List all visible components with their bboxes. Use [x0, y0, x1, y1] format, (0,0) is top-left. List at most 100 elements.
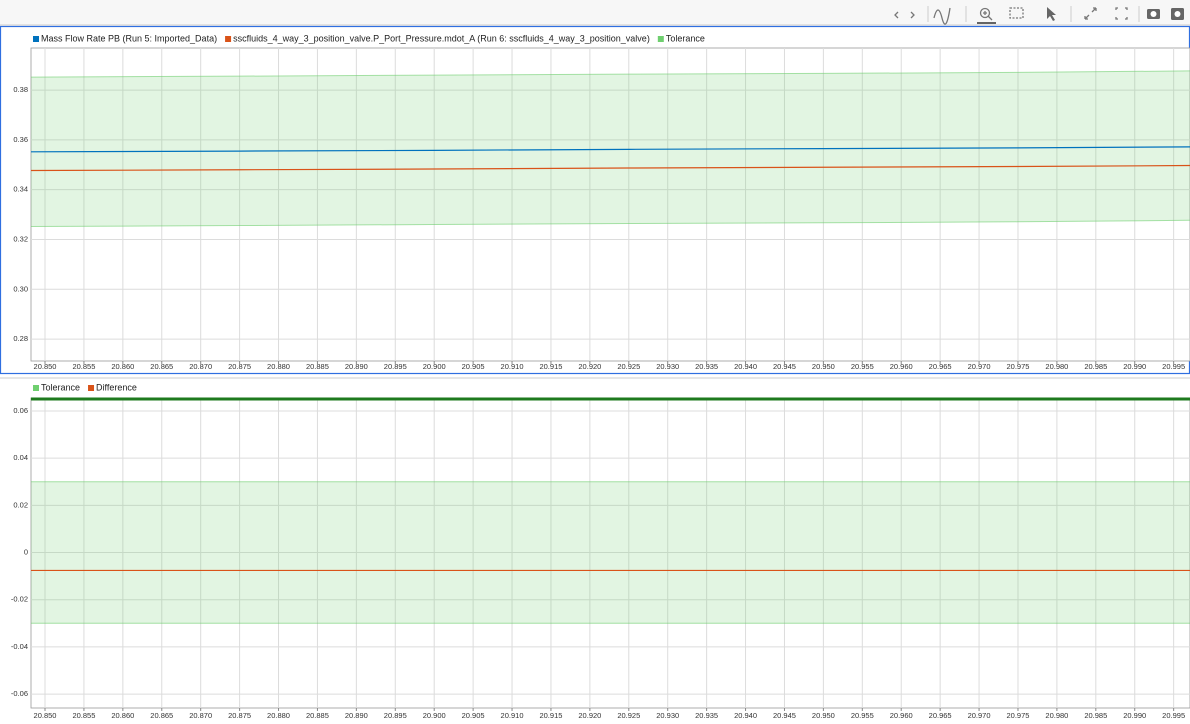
- legend-label: Tolerance: [666, 33, 705, 43]
- charts: 0.28 0.30 0.32 0.34 0.36 0.38 20.850 20.855 20.8…: [11, 33, 1190, 720]
- x-tick-label: 20.945: [773, 362, 796, 371]
- x-tick-label: 20.955: [851, 362, 874, 371]
- x-tick-label: 20.910: [501, 711, 524, 720]
- x-tick-label: 20.930: [656, 362, 679, 371]
- x-tick-label: 20.885: [306, 362, 329, 371]
- x-tick-label: 20.930: [656, 711, 679, 720]
- legend-label: Tolerance: [41, 382, 80, 392]
- x-tick-label: 20.870: [189, 362, 212, 371]
- fit-button[interactable]: [1009, 7, 1024, 19]
- legend-label: Difference: [96, 382, 137, 392]
- x-tick-label: 20.875: [228, 362, 251, 371]
- snapshot-button[interactable]: [1147, 9, 1160, 19]
- tolerance-lower: [30, 219, 1190, 228]
- legend-swatch: [88, 385, 95, 391]
- x-tick-label: 20.865: [150, 362, 173, 371]
- x-tick-label: 20.925: [617, 711, 640, 720]
- x-tick-label: 20.940: [734, 362, 757, 371]
- tolerance-band: [31, 70, 1190, 227]
- series-line: [30, 146, 1190, 153]
- x-tick-label: 20.925: [617, 362, 640, 371]
- x-tick-label: 20.850: [34, 362, 57, 371]
- plot-area: [30, 47, 1190, 362]
- settings-button[interactable]: [1171, 8, 1184, 20]
- x-tick-label: 20.995: [1162, 362, 1185, 371]
- y-tick-label: 0.38: [13, 85, 28, 94]
- expand-button[interactable]: [1084, 7, 1097, 20]
- tolerance-upper: [30, 70, 1190, 78]
- x-tick-label: 20.920: [578, 362, 601, 371]
- tolerance-band: [31, 481, 1190, 624]
- x-tick-label: 20.985: [1084, 711, 1107, 720]
- x-tick-label: 20.980: [1045, 711, 1068, 720]
- plot: -0.06 -0.04 -0.02 0 0.02 0.04 0.06 20.850 20.855…: [11, 382, 1190, 720]
- x-tick-label: 20.870: [189, 711, 212, 720]
- y-tick-label: -0.04: [11, 642, 28, 651]
- x-tick-label: 20.910: [501, 362, 524, 371]
- legend-swatch: [225, 36, 232, 42]
- x-tick-label: 20.915: [539, 711, 562, 720]
- x-tick-label: 20.855: [72, 711, 95, 720]
- legend-swatch: [33, 36, 39, 42]
- x-tick-label: 20.915: [539, 362, 562, 371]
- y-tick-label: 0.02: [13, 500, 28, 509]
- x-tick-label: 20.905: [462, 362, 485, 371]
- x-tick-label: 20.940: [734, 711, 757, 720]
- x-tick-label: 20.990: [1123, 711, 1146, 720]
- x-tick-label: 20.900: [423, 711, 446, 720]
- x-tick-label: 20.905: [462, 711, 485, 720]
- y-tick-label: 0: [24, 548, 28, 557]
- x-tick-label: 20.890: [345, 711, 368, 720]
- x-tick-label: 20.950: [812, 362, 835, 371]
- legend-swatch: [657, 36, 664, 42]
- x-tick-label: 20.935: [695, 711, 718, 720]
- series-line: [30, 164, 1190, 172]
- x-tick-label: 20.955: [851, 711, 874, 720]
- legend-swatch: [33, 385, 39, 391]
- y-tick-label: 0.36: [13, 135, 28, 144]
- zoom-button[interactable]: [977, 7, 996, 24]
- nav-button[interactable]: [894, 11, 915, 19]
- x-tick-label: 20.970: [968, 362, 991, 371]
- x-tick-label: 20.950: [812, 711, 835, 720]
- y-tick-label: -0.06: [11, 689, 28, 698]
- x-tick-label: 20.965: [929, 711, 952, 720]
- x-tick-label: 20.945: [773, 711, 796, 720]
- x-tick-label: 20.965: [929, 362, 952, 371]
- x-tick-label: 20.900: [423, 362, 446, 371]
- legend-label: Mass Flow Rate PB (Run 5: Imported_Data): [41, 33, 217, 43]
- x-tick-label: 20.970: [968, 711, 991, 720]
- y-tick-label: 0.28: [13, 334, 28, 343]
- toolbar-icons: [894, 6, 1184, 25]
- y-tick-label: -0.02: [11, 595, 28, 604]
- x-tick-label: 20.960: [890, 711, 913, 720]
- y-tick-label: 0.30: [13, 284, 28, 293]
- cursor-button[interactable]: [933, 7, 951, 25]
- x-tick-label: 20.855: [72, 362, 95, 371]
- fullscreen-button[interactable]: [1115, 7, 1128, 20]
- x-tick-label: 20.980: [1045, 362, 1068, 371]
- plot: 0.28 0.30 0.32 0.34 0.36 0.38 20.850 20.855 20.8…: [13, 33, 1190, 371]
- legend-label: sscfluids_4_way_3_position_valve.P_Port_…: [233, 33, 650, 43]
- y-tick-label: 0.06: [13, 406, 28, 415]
- y-tick-label: 0.32: [13, 234, 28, 243]
- x-tick-label: 20.850: [34, 711, 57, 720]
- x-tick-label: 20.995: [1162, 711, 1185, 720]
- select-button[interactable]: [1047, 7, 1056, 21]
- x-tick-label: 20.935: [695, 362, 718, 371]
- x-tick-label: 20.860: [111, 362, 134, 371]
- x-tick-label: 20.960: [890, 362, 913, 371]
- toolbar: [0, 0, 1190, 25]
- x-tick-label: 20.880: [267, 362, 290, 371]
- y-tick-label: 0.04: [13, 453, 28, 462]
- x-tick-label: 20.895: [384, 711, 407, 720]
- x-tick-label: 20.895: [384, 362, 407, 371]
- x-tick-label: 20.875: [228, 711, 251, 720]
- x-tick-label: 20.975: [1007, 362, 1030, 371]
- x-tick-label: 20.880: [267, 711, 290, 720]
- x-tick-label: 20.920: [578, 711, 601, 720]
- x-tick-label: 20.985: [1084, 362, 1107, 371]
- y-tick-label: 0.34: [13, 185, 28, 194]
